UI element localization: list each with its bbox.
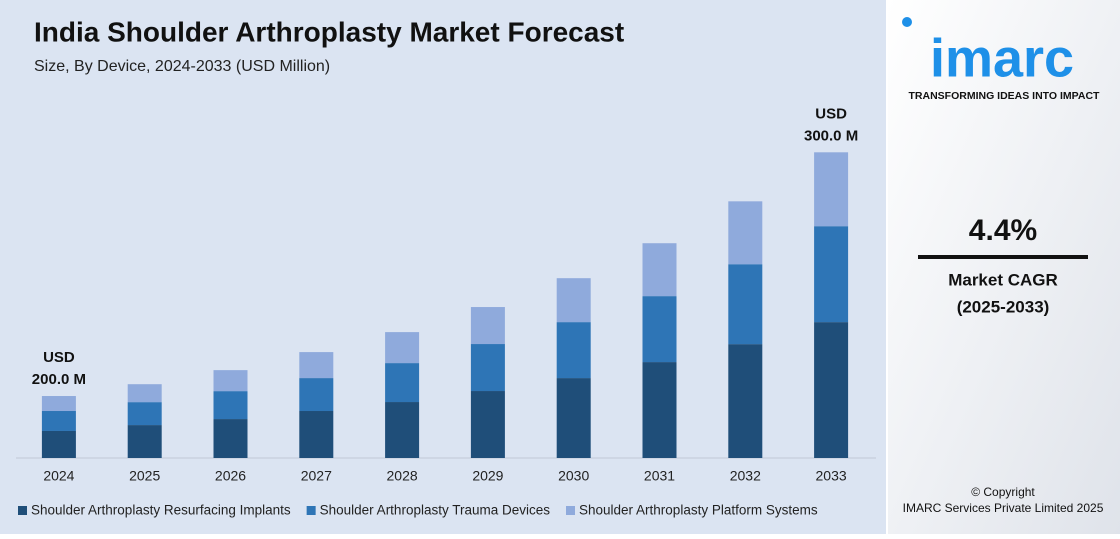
bar-segment [213,391,248,420]
legend-label: Shoulder Arthroplasty Resurfacing Implan… [31,503,291,518]
bar-segment [814,322,849,458]
bar-segment [213,419,248,458]
bar-segment [385,402,420,458]
x-tick-label: 2030 [558,468,589,484]
x-tick-label: 2032 [730,468,761,484]
bar-segment [642,362,677,458]
cagr-rule [918,255,1088,259]
bar-segment [299,378,334,412]
x-tick-label: 2027 [301,468,332,484]
bar-segment [127,384,162,403]
bar-segment [814,226,849,323]
bar-segment [470,307,505,345]
copyright: © Copyright [971,485,1035,499]
total-annotation: USD [43,349,75,366]
total-annotation: USD [815,105,847,122]
bar-segment [556,378,591,458]
legend-swatch [18,506,27,515]
bar-segment [470,391,505,458]
cagr-value: 4.4% [969,214,1037,247]
x-tick-label: 2031 [644,468,675,484]
bar-segment [728,201,763,265]
bar-segment [299,352,334,379]
bar-segment [41,396,76,412]
company: IMARC Services Private Limited 2025 [903,501,1104,515]
bar-segment [642,243,677,297]
x-tick-label: 2025 [129,468,160,484]
bar-segment [814,152,849,227]
bar-segment [470,344,505,392]
bar-segment [385,363,420,403]
sidebar-background [888,0,1120,534]
x-tick-label: 2033 [816,468,847,484]
tagline: TRANSFORMING IDEAS INTO IMPACT [909,90,1101,102]
bar-segment [556,322,591,379]
legend-label: Shoulder Arthroplasty Trauma Devices [320,503,551,518]
bar-segment [728,264,763,345]
bar-segment [213,370,248,392]
x-tick-label: 2028 [387,468,418,484]
chart-subtitle: Size, By Device, 2024-2033 (USD Million) [34,58,330,75]
x-tick-label: 2026 [215,468,246,484]
bar-segment [728,344,763,458]
cagr-label: Market CAGR [948,270,1058,289]
logo: imarc [930,28,1074,88]
total-annotation: 200.0 M [32,371,86,388]
bar-segment [127,425,162,458]
bar-segment [41,411,76,431]
bar-segment [385,332,420,364]
bar-segment [642,296,677,363]
chart-title: India Shoulder Arthroplasty Market Forec… [34,16,624,47]
x-tick-label: 2024 [43,468,74,484]
total-annotation: 300.0 M [804,127,858,144]
legend-swatch [566,506,575,515]
bar-segment [299,411,334,458]
logo-dot [902,17,912,27]
bar-segment [556,278,591,323]
legend-label: Shoulder Arthroplasty Platform Systems [579,503,818,518]
x-tick-label: 2029 [472,468,503,484]
legend-swatch [306,506,316,515]
bar-segment [41,430,76,458]
cagr-period: (2025-2033) [957,297,1050,316]
bar-segment [127,402,162,426]
